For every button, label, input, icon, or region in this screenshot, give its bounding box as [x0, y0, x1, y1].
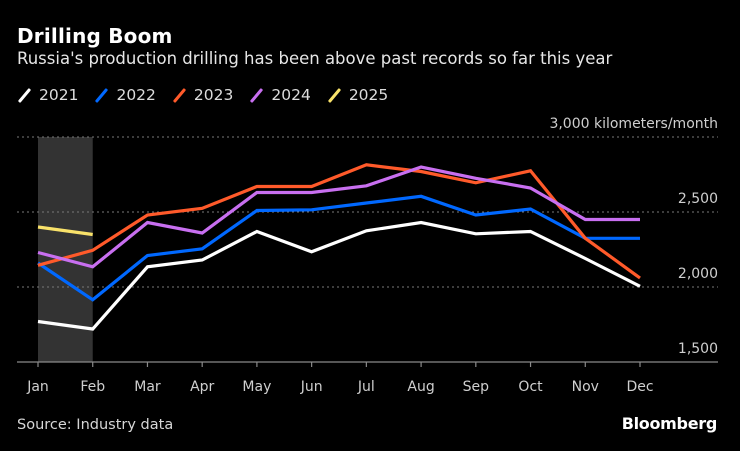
series-line-2025 — [37, 225, 93, 237]
chart-title: Drilling Boom — [17, 24, 173, 48]
legend: 2021 2022 2023 2024 2025 — [17, 86, 404, 104]
x-tick-label-feb: Feb — [80, 379, 105, 395]
legend-label-2025: 2025 — [348, 86, 389, 104]
x-tick-label-nov: Nov — [572, 379, 599, 395]
x-tick-label-aug: Aug — [407, 379, 434, 395]
bloomberg-logo: Bloomberg — [621, 414, 718, 433]
y-tick-label-2500: 2,500 — [678, 191, 718, 207]
legend-item-2023: 2023 — [172, 86, 233, 104]
legend-label-2023: 2023 — [193, 86, 234, 104]
legend-item-2022: 2022 — [94, 86, 155, 104]
x-tick-label-may: May — [242, 379, 271, 395]
legend-label-2022: 2022 — [116, 86, 156, 104]
x-tick-label-sep: Sep — [463, 379, 490, 395]
series-line-2021 — [37, 220, 641, 331]
legend-label-2024: 2024 — [271, 86, 311, 104]
series-line-2023 — [37, 163, 641, 280]
x-tick-label-oct: Oct — [518, 379, 543, 395]
x-tick-label-jul: Jul — [357, 379, 375, 395]
legend-item-2024: 2024 — [249, 86, 310, 104]
x-tick-label-apr: Apr — [190, 379, 214, 395]
legend-label-2021: 2021 — [39, 86, 79, 104]
y-tick-label-1500: 1,500 — [678, 341, 718, 357]
source-note: Source: Industry data — [17, 417, 174, 433]
series-line-2024 — [37, 165, 640, 269]
x-tick-label-dec: Dec — [626, 379, 653, 395]
x-tick-label-jun: Jun — [300, 379, 323, 395]
y-tick-label-2000: 2,000 — [678, 266, 718, 282]
y-tick-label-3000: 3,000 kilometers/month — [549, 116, 718, 132]
legend-item-2025: 2025 — [327, 86, 388, 104]
x-tick-label-jan: Jan — [26, 379, 49, 395]
x-tick-label-mar: Mar — [134, 379, 161, 395]
legend-item-2021: 2021 — [17, 86, 78, 104]
series-line-2022 — [37, 194, 640, 302]
chart-subtitle: Russia's production drilling has been ab… — [17, 49, 613, 68]
